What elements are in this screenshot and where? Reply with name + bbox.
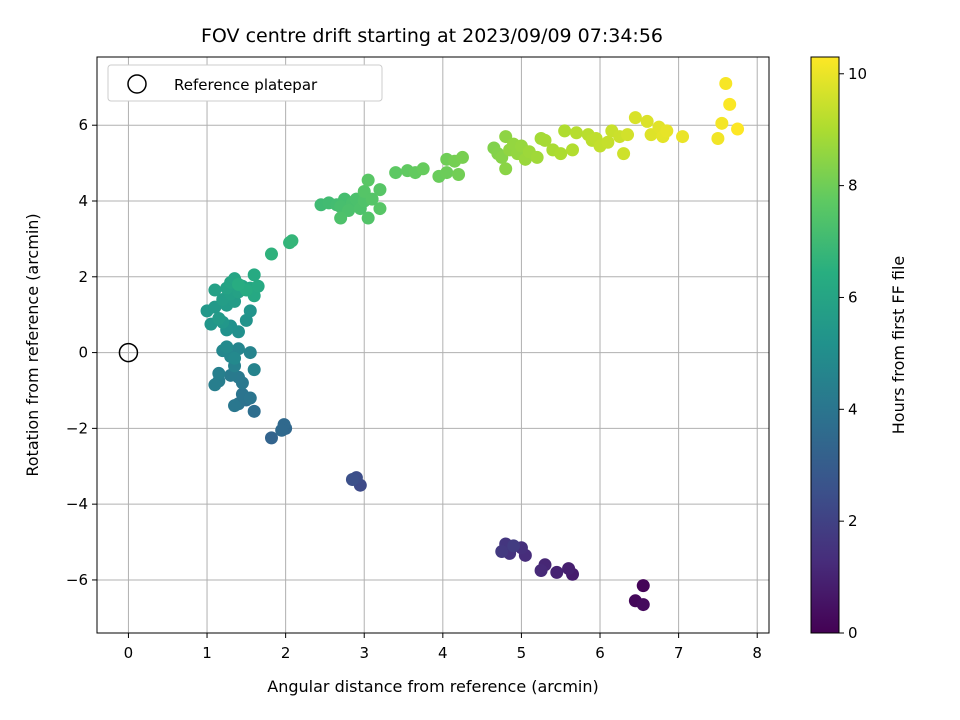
legend: Reference platepar [107, 64, 383, 102]
y-axis-label: Rotation from reference (arcmin) [23, 213, 42, 476]
data-point [723, 97, 737, 111]
data-point [601, 135, 615, 149]
legend-label: Reference platepar [174, 76, 318, 94]
data-point [719, 77, 733, 91]
data-point [416, 162, 430, 176]
x-tick-label: 8 [752, 644, 762, 662]
data-point [247, 268, 261, 282]
data-point [530, 150, 544, 164]
data-point [228, 399, 242, 413]
x-tick-label: 7 [674, 644, 684, 662]
x-tick-label: 3 [359, 644, 369, 662]
data-point [715, 116, 729, 130]
data-point [361, 173, 375, 187]
data-point [228, 351, 242, 365]
data-point [365, 192, 379, 206]
data-point [212, 311, 226, 325]
data-point [264, 431, 278, 445]
colorbar-label: Hours from first FF file [889, 256, 908, 435]
x-axis-label: Angular distance from reference (arcmin) [267, 677, 598, 696]
data-point [676, 130, 690, 144]
data-point [660, 124, 674, 138]
data-point [452, 167, 466, 181]
x-tick-label: 5 [517, 644, 527, 662]
data-point [243, 346, 257, 360]
colorbar-tick-label: 4 [848, 400, 858, 418]
data-point [285, 234, 299, 248]
colorbar-ticks: 0 2 4 6 8 10 [839, 65, 867, 642]
data-point [334, 211, 348, 225]
data-point [345, 473, 359, 487]
y-tick-label: −4 [66, 495, 88, 513]
data-point [507, 539, 521, 553]
colorbar-tick-label: 0 [848, 624, 858, 642]
data-point [208, 283, 222, 297]
data-point [621, 128, 635, 142]
data-point [495, 545, 509, 559]
y-tick-label: −2 [66, 419, 88, 437]
x-tick-label: 6 [595, 644, 605, 662]
data-point [636, 579, 650, 593]
data-point [389, 166, 403, 180]
data-point [373, 183, 387, 197]
scatter-points [200, 77, 745, 612]
data-point [212, 366, 226, 380]
data-point [208, 378, 222, 392]
x-tick-label: 1 [202, 644, 212, 662]
colorbar-tick-label: 6 [848, 288, 858, 306]
data-point [636, 598, 650, 612]
axis-ticks: 0 1 2 3 4 5 6 7 8 −6 −4 −2 0 2 4 6 [66, 116, 762, 662]
data-point [455, 150, 469, 164]
y-tick-label: 0 [78, 344, 88, 362]
data-point [251, 279, 265, 293]
colorbar-gradient [810, 56, 840, 634]
y-tick-label: 4 [78, 192, 88, 210]
data-point [220, 340, 234, 354]
data-point [554, 147, 568, 161]
data-point [243, 391, 257, 405]
data-point [440, 166, 454, 180]
data-point [499, 162, 513, 176]
plot-frame [96, 56, 770, 634]
data-point [243, 304, 257, 318]
data-point [264, 247, 278, 261]
legend-box [107, 64, 383, 102]
data-point [275, 423, 289, 437]
data-point [569, 126, 583, 140]
data-point [711, 131, 725, 145]
reference-platepar-marker [118, 342, 139, 363]
x-tick-label: 4 [438, 644, 448, 662]
data-point [247, 363, 261, 377]
y-tick-label: 6 [78, 116, 88, 134]
y-tick-label: −6 [66, 571, 88, 589]
data-point [373, 202, 387, 216]
data-point [640, 114, 654, 128]
grid-lines [97, 57, 769, 633]
data-point [361, 211, 375, 225]
legend-marker-icon [127, 74, 147, 94]
colorbar-tick-label: 10 [848, 65, 867, 83]
data-point [628, 111, 642, 125]
data-point [534, 563, 548, 577]
data-point [550, 565, 564, 579]
data-point [231, 277, 245, 291]
x-tick-label: 2 [281, 644, 291, 662]
data-point [617, 147, 631, 161]
data-point [558, 124, 572, 138]
data-point [566, 143, 580, 157]
data-point [538, 133, 552, 147]
chart-title: FOV centre drift starting at 2023/09/09 … [201, 25, 663, 47]
data-point [247, 404, 261, 418]
colorbar: 0 2 4 6 8 10 Hours from first FF file [810, 56, 908, 642]
colorbar-tick-label: 2 [848, 512, 858, 530]
y-tick-label: 2 [78, 268, 88, 286]
data-point [731, 122, 745, 136]
data-point [562, 562, 576, 576]
colorbar-tick-label: 8 [848, 177, 858, 195]
x-tick-label: 0 [124, 644, 134, 662]
